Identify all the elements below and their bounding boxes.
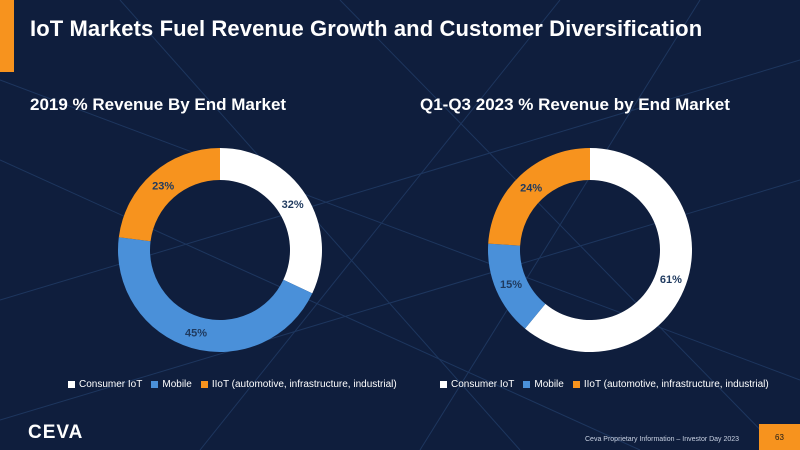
donut-slice-iiot: [488, 148, 590, 246]
data-label-mobile: 45%: [185, 328, 207, 340]
legend-2019: Consumer IoT Mobile IIoT (automotive, in…: [68, 379, 406, 390]
legend-item-mobile: Mobile: [151, 379, 192, 390]
chart-title-2023: Q1-Q3 2023 % Revenue by End Market: [420, 95, 730, 114]
page-number: 63: [759, 424, 800, 450]
legend-swatch: [151, 381, 159, 388]
legend-label: IIoT (automotive, infrastructure, indust…: [583, 379, 769, 390]
legend-swatch: [523, 381, 531, 388]
donut-chart-2019: 32% 45% 23%: [117, 148, 322, 352]
donut-slice-consumer-iot: [220, 148, 322, 294]
legend-2023: Consumer IoT Mobile IIoT (automotive, in…: [440, 379, 778, 390]
donut-slice-iiot: [118, 148, 220, 242]
legend-label: Mobile: [162, 379, 192, 390]
data-label-consumer-iot: 61%: [660, 274, 682, 286]
donut-slice-mobile: [488, 243, 546, 329]
legend-swatch: [572, 381, 580, 388]
slide-title: IoT Markets Fuel Revenue Growth and Cust…: [30, 16, 703, 41]
legend-item-consumer-iot: Consumer IoT: [68, 379, 142, 390]
legend-swatch: [200, 381, 208, 388]
data-label-iiot: 23%: [152, 180, 174, 192]
donut-slice-consumer-iot: [524, 148, 692, 352]
legend-item-iiot: IIoT (automotive, infrastructure, indust…: [200, 379, 397, 390]
legend-label: Consumer IoT: [79, 379, 143, 390]
legend-label: IIoT (automotive, infrastructure, indust…: [211, 379, 397, 390]
donut-chart-2023: 61% 15% 24%: [488, 148, 692, 352]
legend-swatch: [68, 381, 75, 388]
footer-text: Ceva Proprietary Information – Investor …: [585, 436, 740, 443]
title-accent-bar: [0, 0, 14, 72]
legend-item-consumer-iot: Consumer IoT: [440, 379, 514, 390]
ceva-logo: CEVA: [28, 422, 84, 443]
legend-swatch: [440, 381, 447, 388]
data-label-iiot: 24%: [520, 182, 542, 194]
legend-label: Mobile: [534, 379, 564, 390]
legend-item-iiot: IIoT (automotive, infrastructure, indust…: [572, 379, 769, 390]
data-label-mobile: 15%: [500, 279, 522, 291]
chart-title-2019: 2019 % Revenue By End Market: [30, 95, 287, 114]
donut-slice-mobile: [117, 237, 313, 352]
legend-item-mobile: Mobile: [523, 379, 564, 390]
legend-label: Consumer IoT: [451, 379, 515, 390]
data-label-consumer-iot: 32%: [282, 199, 304, 211]
